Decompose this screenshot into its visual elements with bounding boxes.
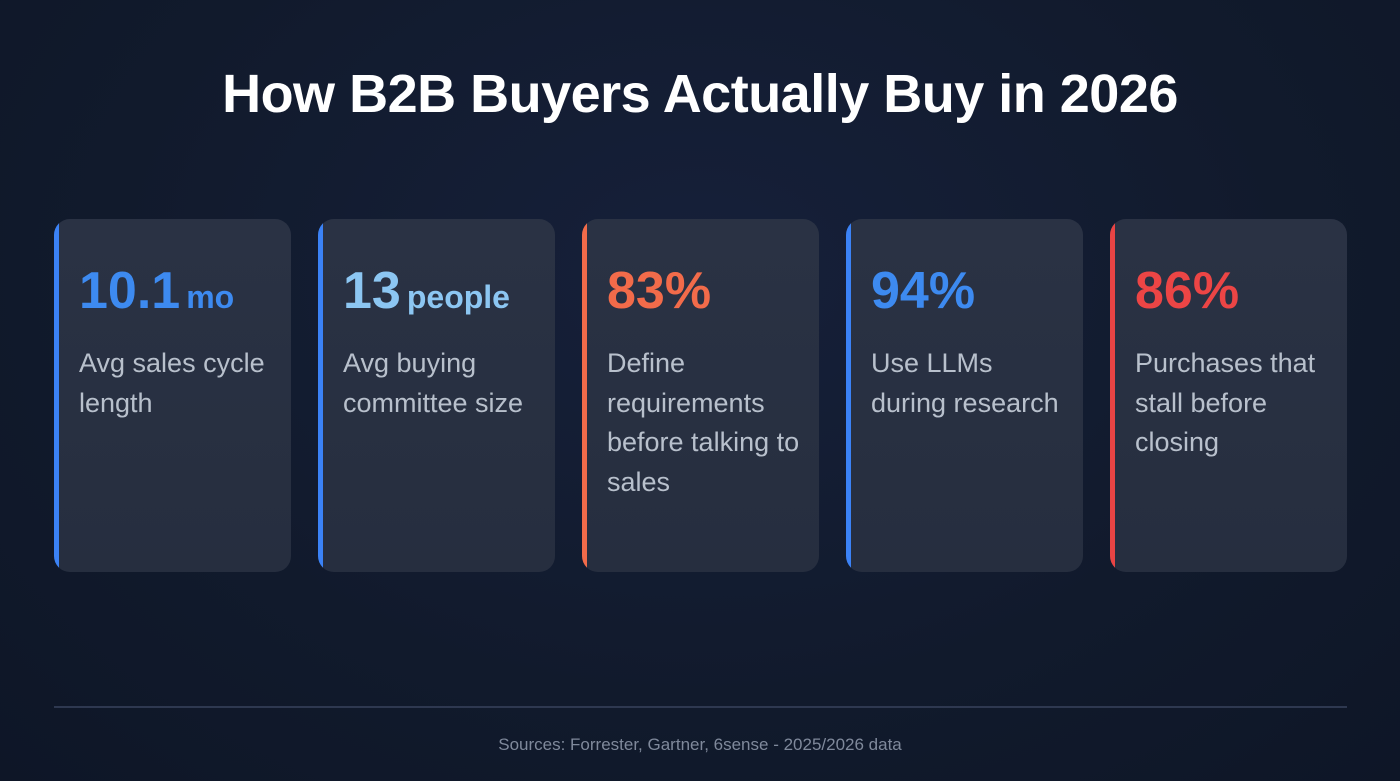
card-accent-bar (1110, 219, 1115, 572)
page-title: How B2B Buyers Actually Buy in 2026 (222, 64, 1178, 124)
stat-unit: people (406, 279, 510, 315)
stat-label: Purchases that stall before closing (1135, 348, 1316, 457)
stat-card-sales-cycle: 10.1 mo Avg sales cycle length (54, 219, 291, 572)
card-accent-bar (846, 219, 851, 572)
footer-divider (54, 706, 1347, 708)
stat-label: Avg sales cycle length (79, 348, 265, 418)
card-accent-bar (318, 219, 323, 572)
card-accent-bar (582, 219, 587, 572)
sources-note: Sources: Forrester, Gartner, 6sense - 20… (498, 735, 902, 754)
stat-value: 13 people (343, 261, 510, 327)
stat-number: 13 (343, 262, 401, 320)
stat-unit: mo (186, 279, 235, 315)
stat-label: Define requirements before talking to sa… (607, 348, 800, 497)
card-accent-bar (54, 219, 59, 572)
stat-number: 86% (1135, 262, 1240, 320)
stat-label: Use LLMs during research (871, 348, 1059, 418)
stat-card-stalled-purchases: 86% Purchases that stall before closing (1110, 219, 1347, 572)
stat-card-llm-usage: 94% Use LLMs during research (846, 219, 1083, 572)
stat-value: 86% (1135, 261, 1245, 327)
stat-number: 10.1 (79, 262, 181, 320)
stat-value: 83% (607, 261, 717, 327)
stat-cards: 10.1 mo Avg sales cycle length 13 people A… (54, 219, 1347, 572)
stat-value: 10.1 mo (79, 261, 234, 327)
stat-card-define-requirements: 83% Define requirements before talking t… (582, 219, 819, 572)
stat-number: 94% (871, 262, 976, 320)
stat-label: Avg buying committee size (343, 348, 524, 418)
stat-number: 83% (607, 262, 712, 320)
stat-card-committee-size: 13 people Avg buying committee size (318, 219, 555, 572)
stat-value: 94% (871, 261, 981, 327)
